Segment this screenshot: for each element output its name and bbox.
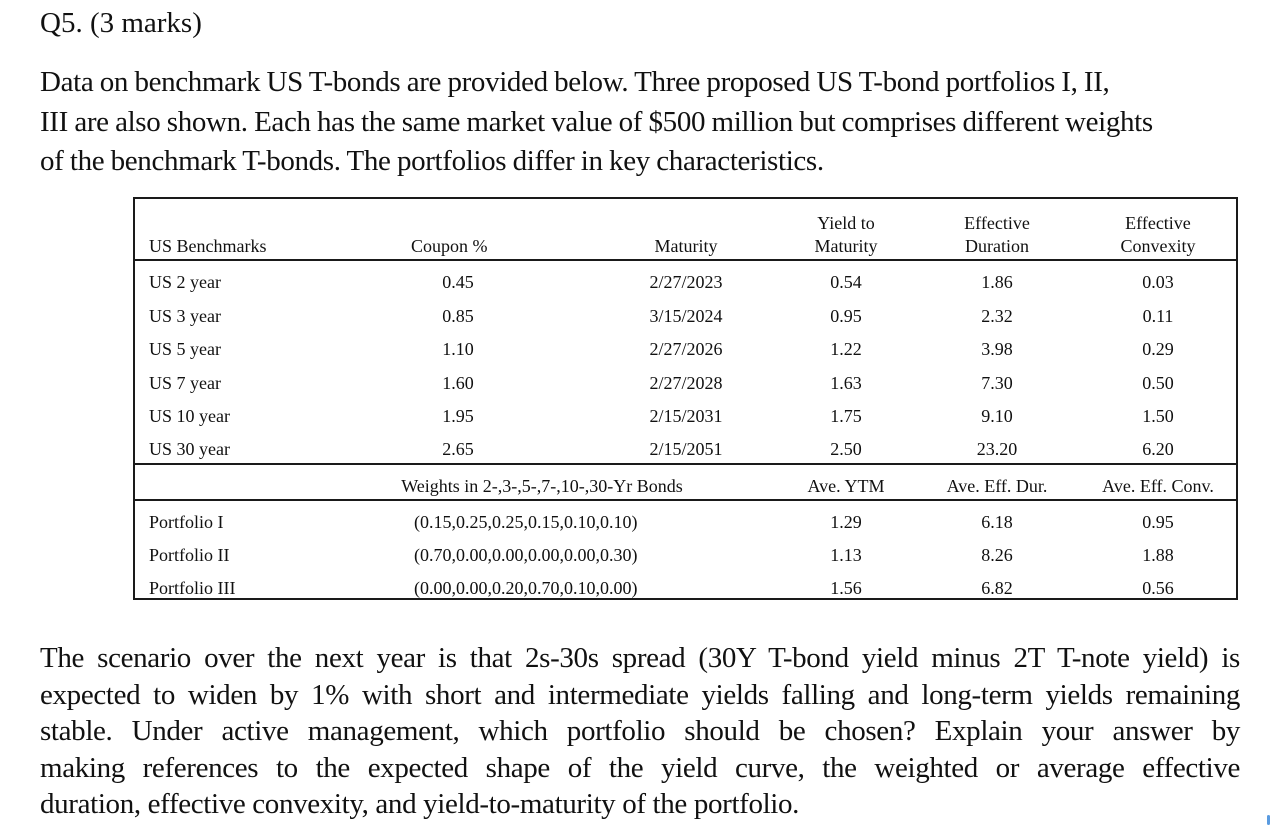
header-conv-line2: Convexity (1120, 236, 1196, 256)
bond-coupon: 1.95 (442, 406, 474, 426)
header-ytm-line2: Maturity (814, 236, 878, 256)
bond-coupon: 1.60 (442, 373, 474, 393)
bond-maturity: 2/27/2026 (649, 339, 723, 359)
header-weights: Weights in 2-,3-,5-,7-,10-,30-Yr Bonds (401, 476, 683, 496)
bond-maturity: 2/15/2031 (649, 406, 723, 426)
question-intro: Data on benchmark US T-bonds are provide… (40, 63, 1240, 182)
scroll-indicator (1267, 815, 1270, 825)
portfolio-ytm: 1.56 (830, 578, 862, 598)
bond-ytm: 1.22 (830, 339, 862, 359)
portfolio-ytm: 1.29 (830, 512, 862, 532)
bond-coupon: 0.85 (442, 306, 474, 326)
portfolio-name: Portfolio I (149, 512, 224, 532)
header-us-benchmarks: US Benchmarks (149, 236, 267, 256)
bond-convexity: 0.50 (1142, 373, 1174, 393)
header-ave-ytm: Ave. YTM (807, 476, 885, 496)
portfolio-name: Portfolio II (149, 545, 230, 565)
bond-coupon: 0.45 (442, 272, 474, 292)
intro-line: of the benchmark T-bonds. The portfolios… (40, 145, 824, 177)
bond-duration: 9.10 (981, 406, 1013, 426)
portfolio-convexity: 0.56 (1142, 578, 1174, 598)
bond-convexity: 0.03 (1142, 272, 1174, 292)
scenario-line: stable. Under active management, which p… (40, 715, 1240, 747)
bond-maturity: 3/15/2024 (649, 306, 723, 326)
scenario-line: expected to widen by 1% with short and i… (40, 678, 1240, 711)
bond-convexity: 6.20 (1142, 439, 1174, 459)
header-eff-duration: Effective Duration (964, 212, 1030, 258)
header-conv-line1: Effective (1125, 213, 1191, 233)
bond-name: US 30 year (149, 439, 230, 459)
bond-ytm: 2.50 (830, 439, 862, 459)
portfolio-weights: (0.00,0.00,0.20,0.70,0.10,0.00) (414, 578, 638, 598)
bond-duration: 3.98 (981, 339, 1013, 359)
portfolio-duration: 6.82 (981, 578, 1013, 598)
header-ytm: Yield to Maturity (815, 212, 878, 258)
portfolio-duration: 6.18 (981, 512, 1013, 532)
header-coupon: Coupon % (411, 236, 488, 256)
header-divider (135, 259, 1236, 261)
bond-convexity: 0.29 (1142, 339, 1174, 359)
header-maturity: Maturity (654, 236, 718, 256)
bond-duration: 1.86 (981, 272, 1013, 292)
portfolio-header-divider (135, 499, 1236, 501)
bond-name: US 10 year (149, 406, 230, 426)
bond-maturity: 2/27/2028 (649, 373, 723, 393)
bond-name: US 5 year (149, 339, 221, 359)
scenario-line: The scenario over the next year is that … (40, 642, 1240, 674)
bond-convexity: 0.11 (1142, 306, 1174, 326)
intro-line: Data on benchmark US T-bonds are provide… (40, 66, 1110, 98)
header-ave-eff-conv: Ave. Eff. Conv. (1102, 476, 1214, 496)
bond-duration: 23.20 (976, 439, 1018, 459)
bond-ytm: 1.63 (830, 373, 862, 393)
bond-name: US 2 year (149, 272, 221, 292)
bond-coupon: 2.65 (442, 439, 474, 459)
bond-duration: 2.32 (981, 306, 1013, 326)
portfolio-name: Portfolio III (149, 578, 236, 598)
header-eff-convexity: Effective Convexity (1121, 212, 1196, 258)
question-title: Q5. (3 marks) (40, 7, 202, 39)
bond-ytm: 0.54 (830, 272, 862, 292)
bond-ytm: 1.75 (830, 406, 862, 426)
bond-maturity: 2/27/2023 (649, 272, 723, 292)
portfolio-ytm: 1.13 (830, 545, 862, 565)
portfolio-weights: (0.70,0.00,0.00,0.00,0.00,0.30) (414, 545, 638, 565)
question-scenario: The scenario over the next year is that … (40, 640, 1240, 823)
bond-name: US 7 year (149, 373, 221, 393)
scenario-line: duration, effective convexity, and yield… (40, 788, 800, 820)
portfolio-convexity: 1.88 (1142, 545, 1174, 565)
header-ave-eff-dur: Ave. Eff. Dur. (946, 476, 1048, 496)
portfolio-weights: (0.15,0.25,0.25,0.15,0.10,0.10) (414, 512, 638, 532)
header-ytm-line1: Yield to (817, 213, 875, 233)
header-dur-line2: Duration (965, 236, 1029, 256)
portfolio-duration: 8.26 (981, 545, 1013, 565)
bond-data-table: US Benchmarks Coupon % Maturity Yield to… (133, 197, 1238, 600)
bond-ytm: 0.95 (830, 306, 862, 326)
bond-duration: 7.30 (981, 373, 1013, 393)
bond-maturity: 2/15/2051 (649, 439, 723, 459)
header-dur-line1: Effective (964, 213, 1030, 233)
portfolio-convexity: 0.95 (1142, 512, 1174, 532)
section-divider (135, 463, 1236, 465)
bond-name: US 3 year (149, 306, 221, 326)
bond-convexity: 1.50 (1142, 406, 1174, 426)
scenario-line: making references to the expected shape … (40, 751, 1240, 784)
bond-coupon: 1.10 (442, 339, 474, 359)
intro-line: III are also shown. Each has the same ma… (40, 105, 1153, 138)
